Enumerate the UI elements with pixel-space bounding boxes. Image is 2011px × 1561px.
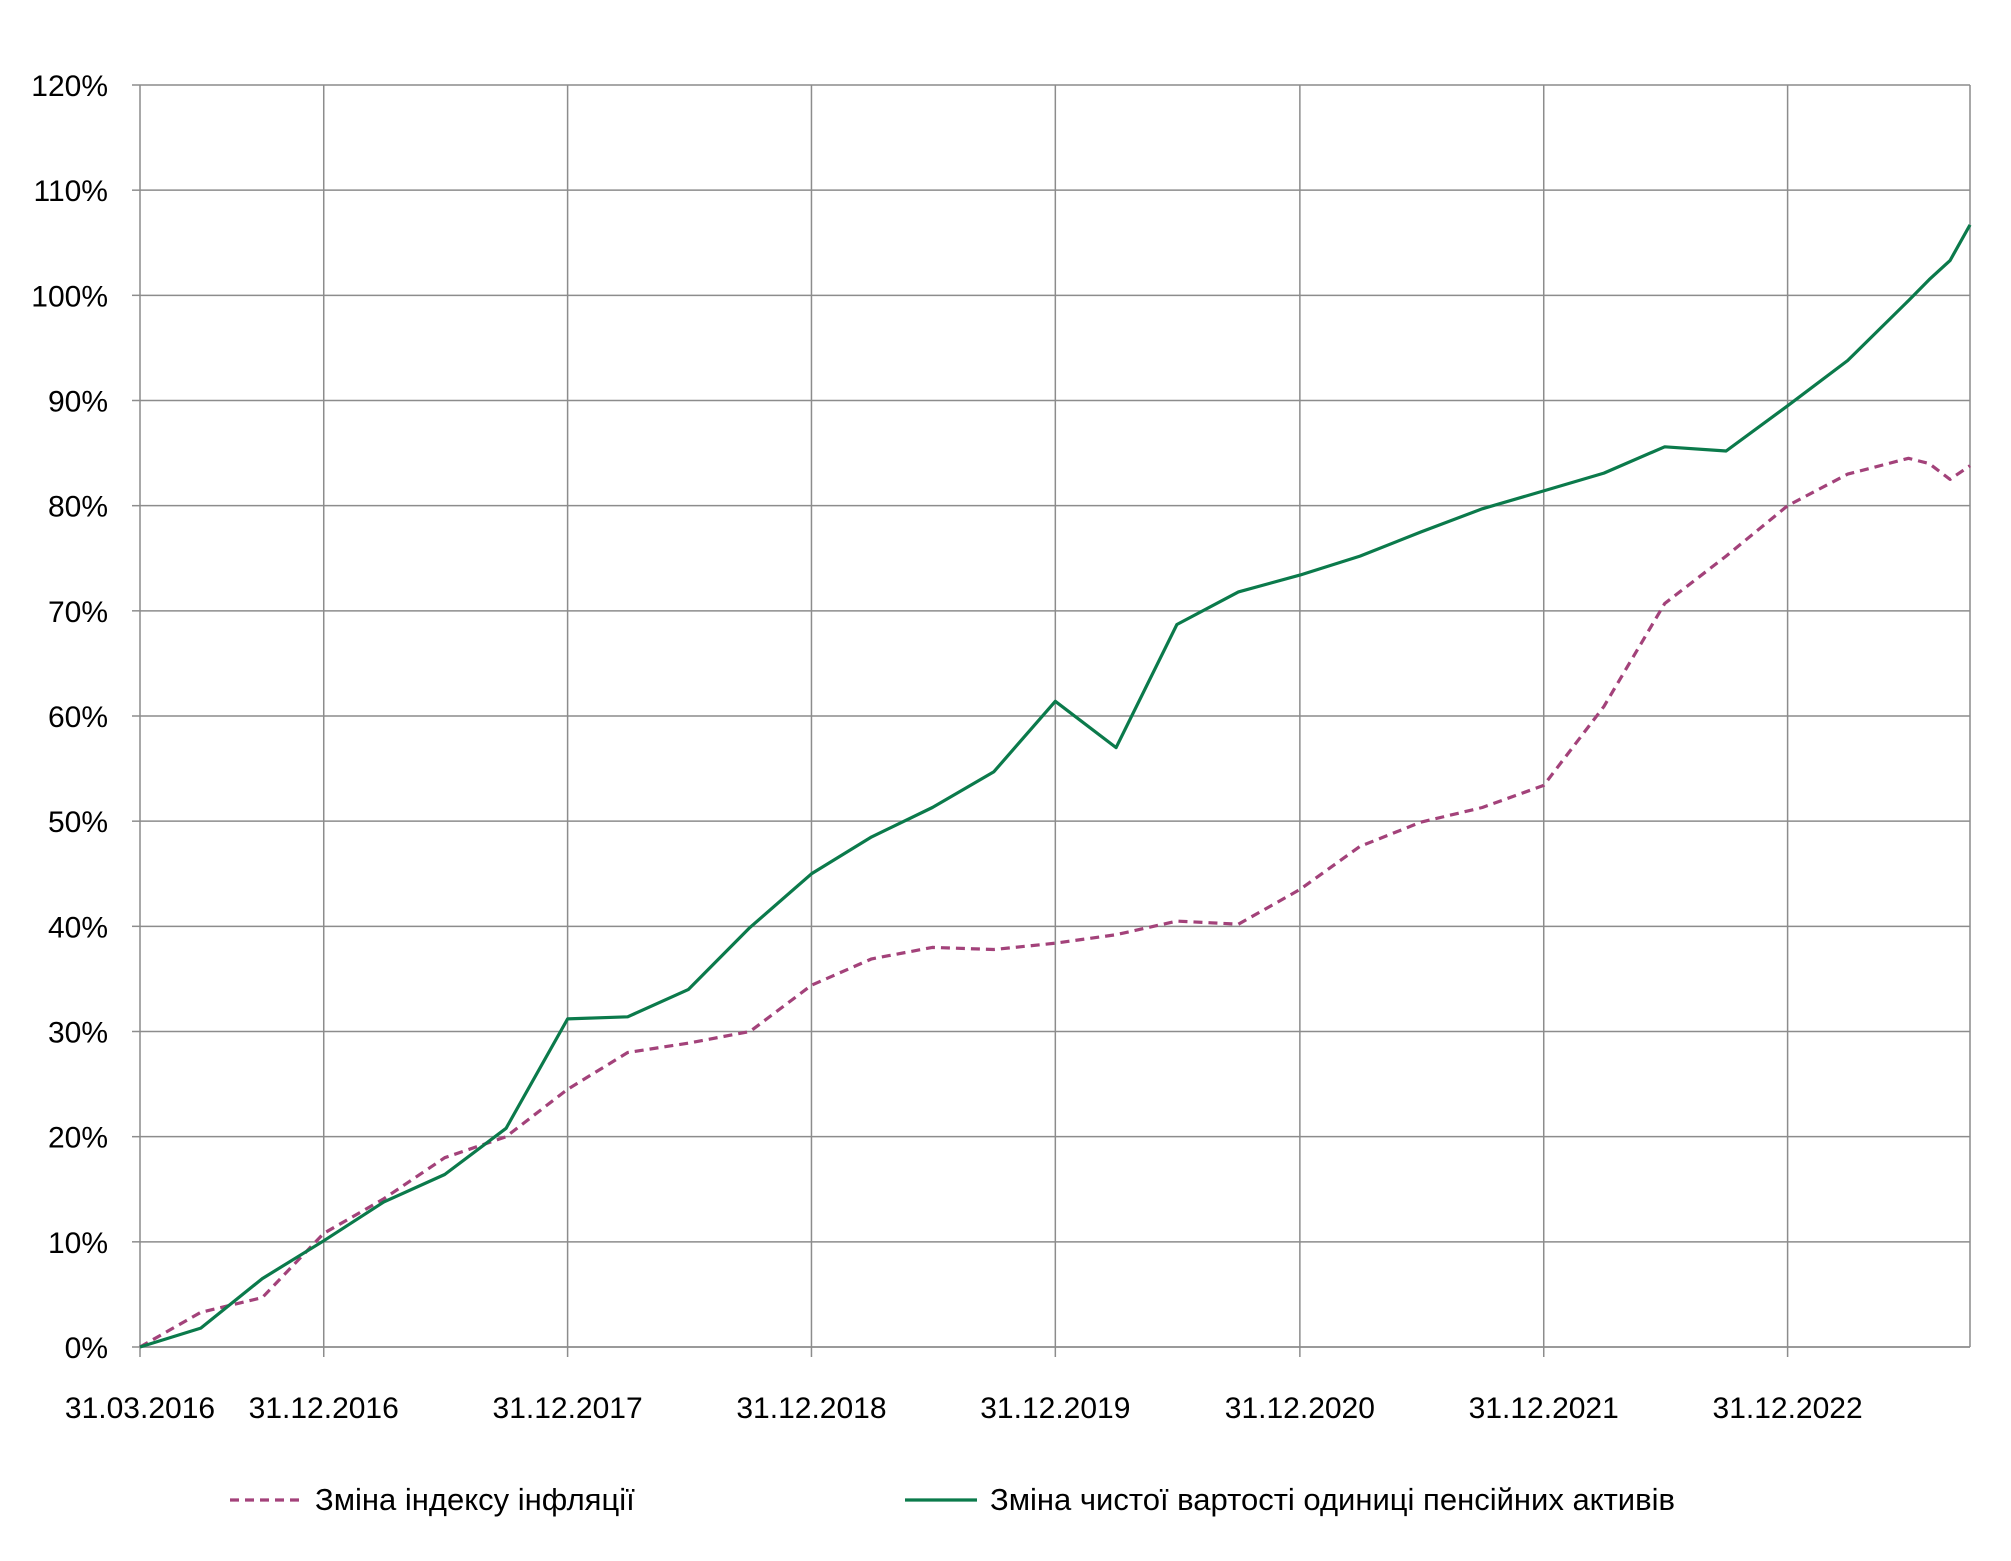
x-axis-tick-labels: 31.03.2016 31.12.2016 31.12.2017 31.12.2018… (65, 1392, 1863, 1425)
vertical-gridlines (139, 85, 1789, 1357)
legend: Зміна індексу інфляції Зміна чистої варто… (230, 1482, 1675, 1517)
legend-label-2: Зміна чистої вартості одиниці пенсійних … (990, 1482, 1675, 1517)
y-tick-label: 110% (33, 175, 108, 208)
y-tick-label: 80% (48, 491, 108, 524)
legend-label-1: Зміна індексу інфляції (315, 1482, 635, 1517)
y-tick-label: 100% (31, 280, 108, 313)
x-tick-label: 31.12.2019 (980, 1392, 1130, 1425)
y-tick-label: 120% (31, 70, 108, 103)
x-tick-label: 31.12.2017 (493, 1392, 643, 1425)
x-tick-label: 31.12.2016 (249, 1392, 399, 1425)
y-tick-label: 70% (48, 596, 108, 629)
horizontal-gridlines (132, 84, 1970, 1348)
y-tick-label: 90% (48, 386, 108, 419)
axes (139, 85, 1971, 1348)
y-tick-label: 60% (48, 701, 108, 734)
x-tick-label: 31.03.2016 (65, 1392, 215, 1425)
series-lines (139, 224, 1972, 1349)
series-line-2 (139, 224, 1972, 1349)
x-tick-label: 31.12.2021 (1469, 1392, 1619, 1425)
y-tick-label: 30% (48, 1017, 108, 1050)
x-tick-label: 31.12.2020 (1225, 1392, 1375, 1425)
y-tick-label: 10% (48, 1227, 108, 1260)
y-tick-label: 50% (48, 806, 108, 839)
y-tick-label: 0% (65, 1332, 108, 1365)
y-axis-tick-labels: 0% 10% 20% 30% 40% 50% 60% 70% 80% 90% 100% 110% 120… (31, 70, 108, 1365)
x-tick-label: 31.12.2022 (1713, 1392, 1863, 1425)
y-tick-label: 40% (48, 911, 108, 944)
x-tick-label: 31.12.2018 (736, 1392, 886, 1425)
y-tick-label: 20% (48, 1122, 108, 1155)
